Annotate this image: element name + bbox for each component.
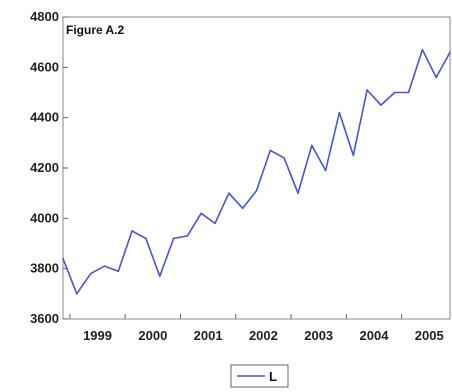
x-tick-label: 2002: [249, 328, 278, 343]
data-point: [366, 89, 368, 91]
data-point: [310, 144, 313, 147]
y-tick-label: 3600: [30, 311, 59, 326]
y-tick-label: 4400: [30, 110, 59, 125]
data-point: [131, 230, 133, 232]
data-point: [297, 192, 299, 194]
x-tick-label: 2001: [194, 328, 223, 343]
data-point: [172, 237, 175, 240]
legend: L: [230, 364, 289, 388]
data-point: [228, 192, 230, 194]
x-tick-label: 2000: [138, 328, 167, 343]
data-point: [62, 257, 64, 260]
legend-label: L: [269, 369, 277, 384]
data-point: [241, 207, 244, 210]
data-point: [435, 76, 437, 79]
data-point: [421, 48, 424, 51]
data-point: [407, 91, 410, 94]
data-point: [449, 51, 451, 54]
data-point: [269, 149, 272, 152]
data-point: [186, 235, 189, 237]
data-point: [352, 154, 355, 157]
data-point: [76, 293, 78, 295]
y-tick-label: 4000: [30, 210, 59, 225]
y-tick-label: 3800: [30, 261, 59, 276]
data-point: [117, 270, 120, 272]
data-point: [214, 222, 216, 225]
x-tick-label: 2003: [304, 328, 333, 343]
series-line-L: [62, 48, 451, 295]
plot-frame: [62, 16, 451, 320]
y-tick-label: 4200: [30, 160, 59, 175]
data-point: [158, 275, 161, 278]
x-tick-label: 1999: [83, 328, 112, 343]
data-point: [200, 212, 203, 215]
series-group: [62, 48, 451, 295]
data-point: [103, 265, 106, 267]
y-tick-label: 4600: [30, 59, 59, 74]
data-point: [338, 111, 341, 114]
data-point: [89, 272, 92, 275]
data-point: [255, 189, 258, 192]
x-tick-label: 2005: [415, 328, 444, 343]
x-tick-label: 2004: [360, 328, 390, 343]
data-point: [145, 237, 147, 240]
x-axis-ticks: 1999 2000 2001 2002 2003 2004 2005: [69, 314, 444, 343]
data-point: [283, 157, 285, 159]
data-point: [324, 169, 327, 172]
panel-label: Figure A.2: [66, 23, 125, 37]
y-axis-ticks: 3600 3800 4000 4200 4400 4600 4800: [30, 9, 68, 326]
data-point: [393, 91, 396, 94]
data-point: [380, 104, 382, 106]
y-tick-label: 4800: [30, 9, 59, 24]
